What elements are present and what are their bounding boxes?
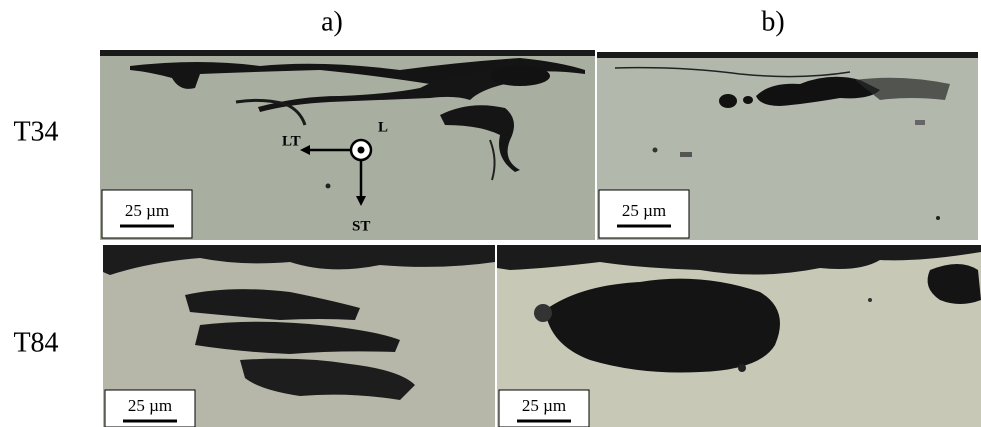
scale-bar-label: 25 µm — [622, 201, 666, 220]
row-label: T34 — [13, 116, 58, 147]
column-label: a) — [321, 6, 343, 37]
scale-bar-label: 25 µm — [125, 201, 169, 220]
micrograph: 25 µm — [497, 245, 981, 427]
micrograph: 25 µm — [597, 52, 978, 240]
scale-bar-label: 25 µm — [128, 396, 172, 415]
micrograph: LT L ST 25 µm — [100, 50, 595, 240]
scale-bar-label: 25 µm — [522, 396, 566, 415]
figure: a) b) T34 T84 LT L ST 25 µm — [0, 0, 981, 427]
micrograph: 25 µm — [103, 245, 495, 427]
axis-label: ST — [352, 218, 370, 234]
row-label: T84 — [13, 327, 58, 358]
axis-label: LT — [282, 133, 301, 149]
axis-label: L — [378, 119, 388, 135]
column-label: b) — [761, 6, 784, 37]
